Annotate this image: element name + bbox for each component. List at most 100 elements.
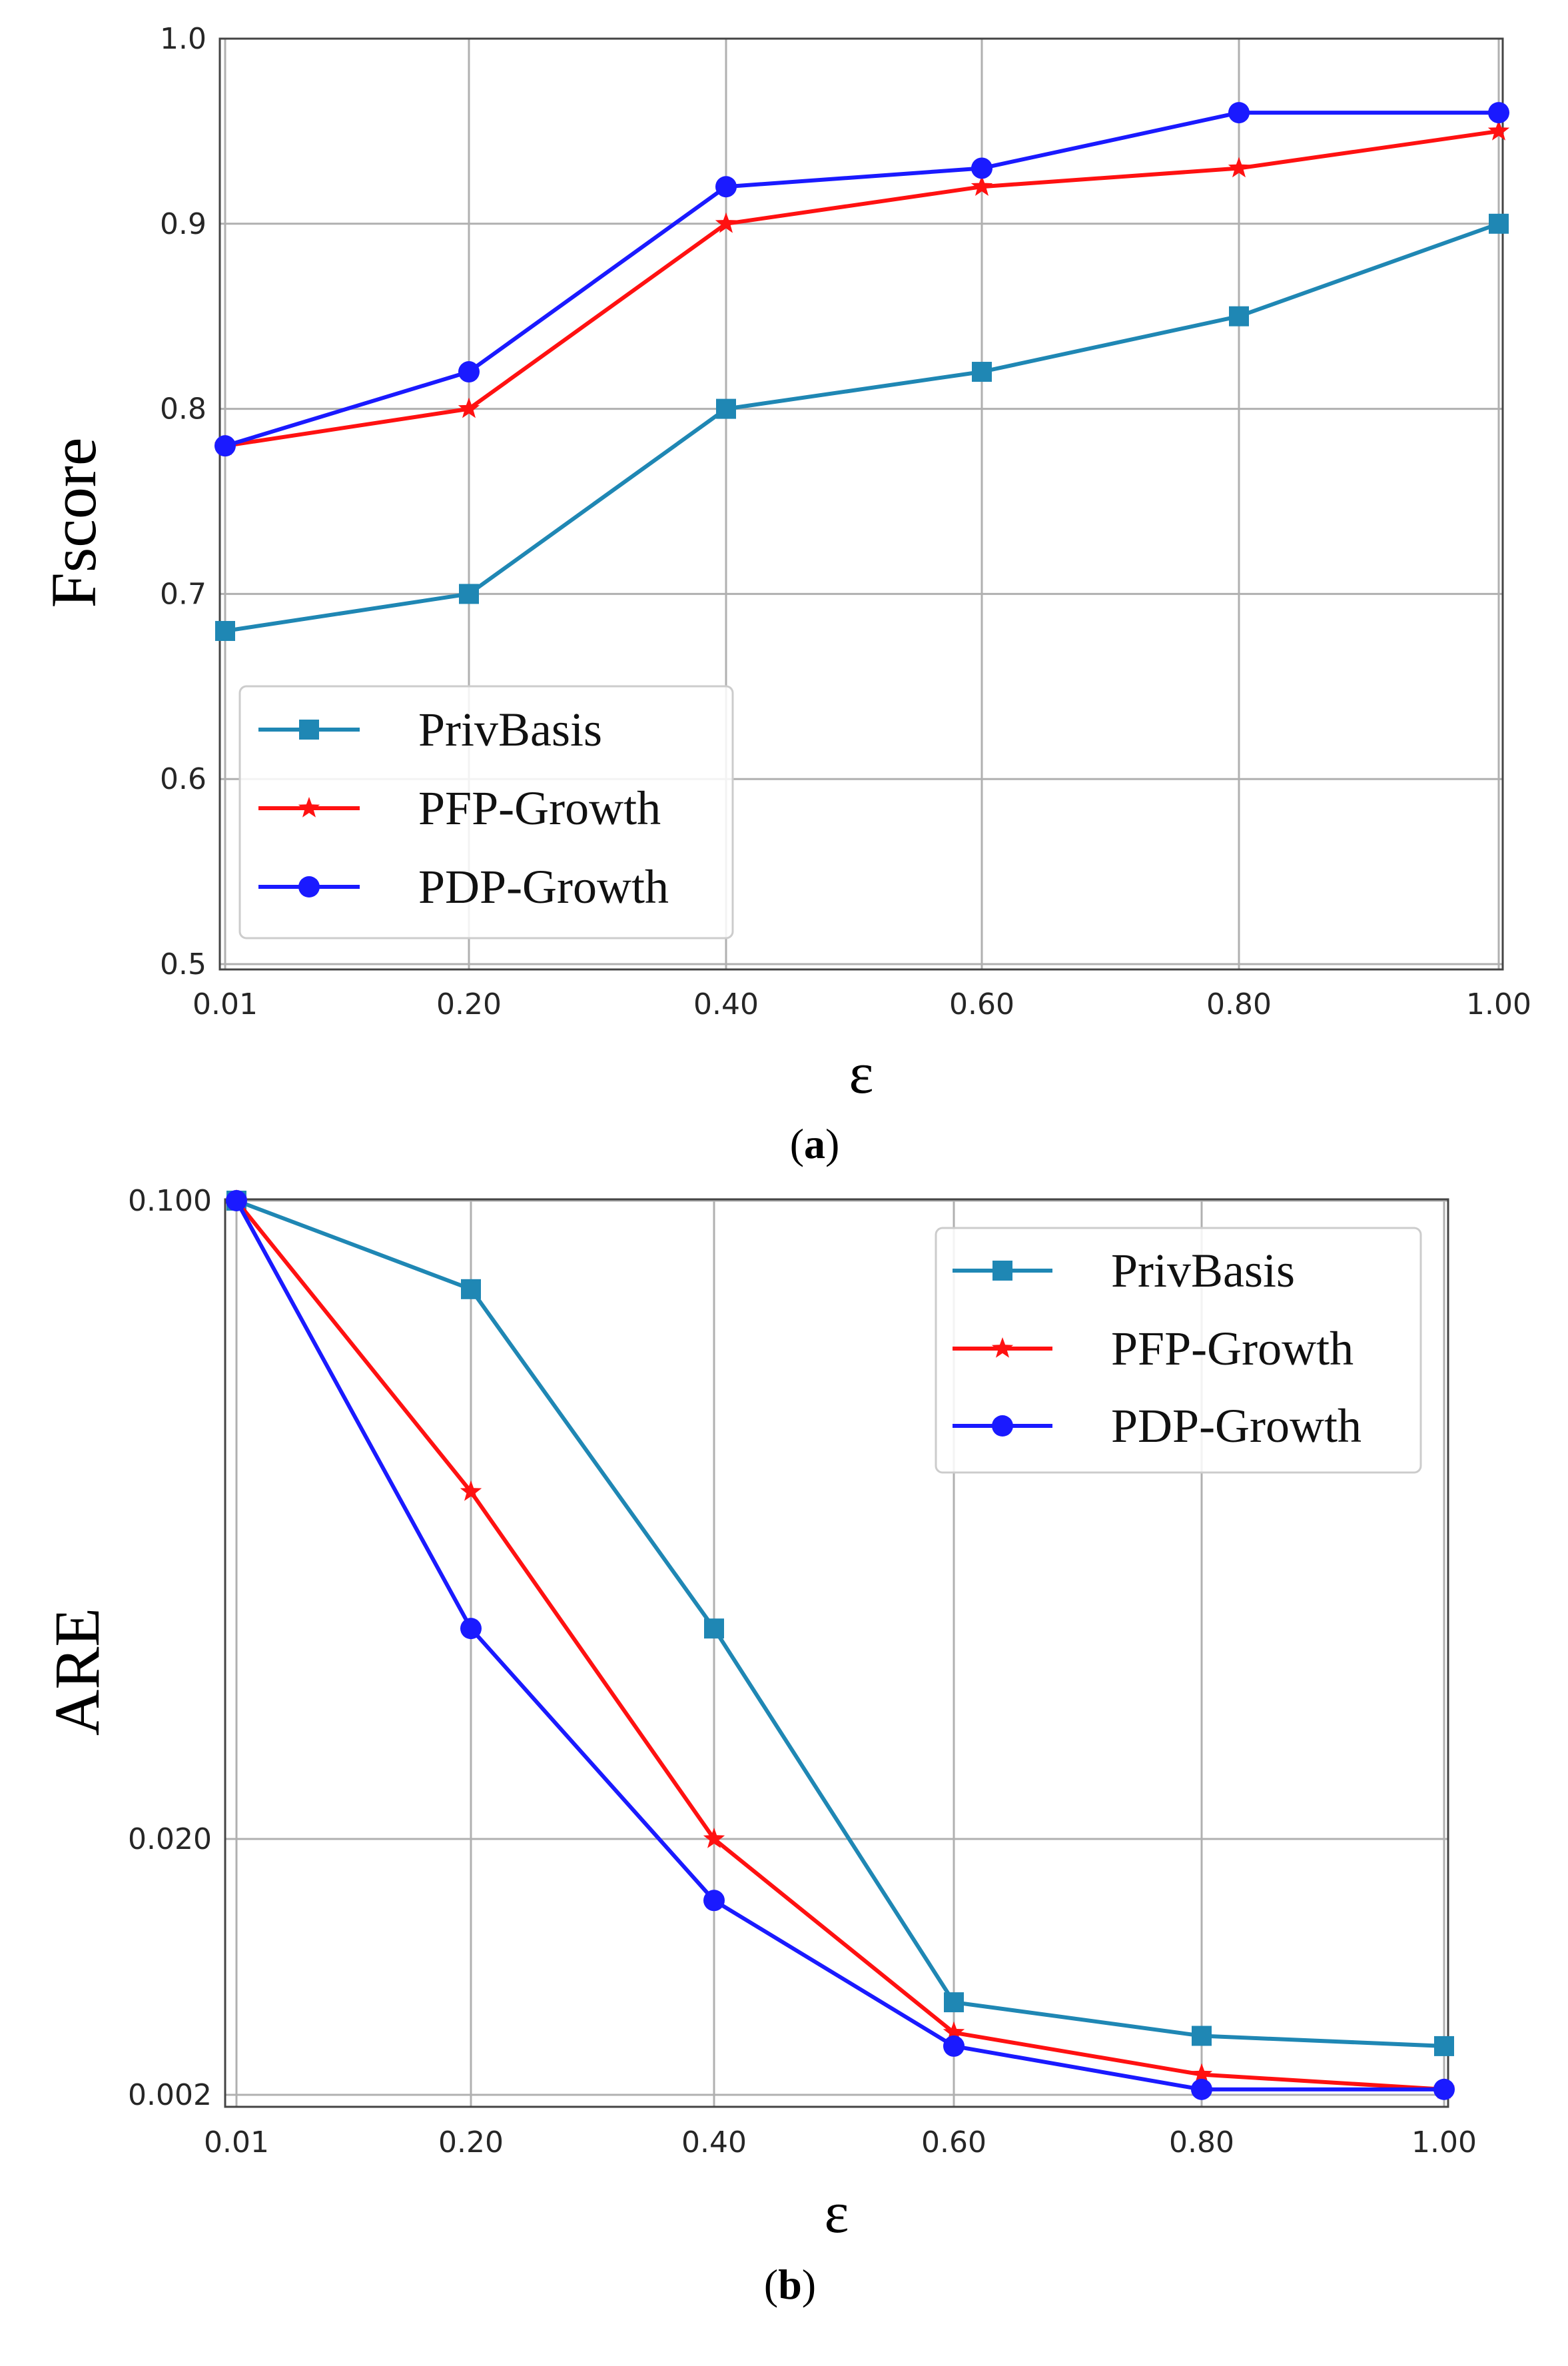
legend-swatch-marker (298, 797, 320, 818)
series-line (234, 1199, 1445, 2091)
plot-frame (218, 37, 1504, 971)
data-point (715, 176, 737, 198)
legend: PrivBasis PFP-Growth PDP-Growth (935, 1227, 1422, 1474)
legend-label: PrivBasis (418, 703, 602, 756)
x-tick-label: 0.20 (438, 2125, 504, 2159)
series-line (224, 221, 1500, 633)
data-point (458, 361, 480, 383)
legend-label: PFP-Growth (1111, 1322, 1354, 1375)
caption-letter: b (778, 2261, 802, 2308)
caption-open: ( (764, 2261, 778, 2308)
y-tick-label: 0.002 (128, 2078, 212, 2112)
data-point (1433, 2078, 1455, 2100)
legend-swatch-marker (992, 1261, 1012, 1281)
data-point (458, 397, 480, 418)
figure-caption: (b) (764, 2261, 816, 2308)
data-point (943, 2035, 965, 2057)
data-point (1488, 102, 1509, 124)
caption-close: ) (825, 1120, 839, 1167)
y-axis-label: ARE (41, 1608, 113, 1736)
caption-open: ( (790, 1120, 804, 1167)
legend-box (238, 685, 734, 939)
data-point (704, 1618, 724, 1639)
legend-label: PDP-Growth (1111, 1399, 1362, 1453)
data-point (1489, 213, 1509, 234)
x-axis-label: ε (849, 1041, 874, 1106)
x-tick-label: 0.60 (949, 987, 1014, 1021)
data-point (971, 157, 992, 179)
legend-swatch-marker (991, 1337, 1014, 1358)
data-point (460, 1480, 482, 1501)
series-line (224, 129, 1499, 448)
data-point (703, 1890, 725, 1912)
data-point (943, 2021, 965, 2042)
data-point (715, 212, 737, 233)
series-pdp-growth (226, 1190, 1455, 2100)
x-axis-label: ε (825, 2181, 849, 2245)
x-tick-label: 1.00 (1466, 987, 1531, 1021)
y-tick-label: 0.8 (160, 392, 206, 426)
data-point (703, 1828, 725, 1848)
data-point (226, 1190, 247, 1211)
data-point (214, 435, 236, 457)
x-tick-label: 0.40 (693, 987, 759, 1021)
legend-swatch-marker (299, 720, 319, 740)
data-point (1191, 2078, 1212, 2100)
legend-item: PrivBasis (258, 703, 602, 756)
data-point (1487, 119, 1510, 141)
series-privbasis (215, 213, 1509, 641)
x-tick-label: 0.20 (436, 987, 502, 1021)
series-line (235, 1199, 1445, 2048)
data-point (1228, 102, 1250, 124)
x-tick-label: 0.01 (193, 987, 258, 1021)
x-tick-label: 0.40 (681, 2125, 747, 2159)
x-tick-label: 0.60 (921, 2125, 986, 2159)
legend-item: PrivBasis (953, 1244, 1295, 1297)
y-tick-label: 0.5 (160, 947, 206, 981)
y-axis-label: Fscore (38, 438, 109, 608)
legend-item: PFP-Growth (258, 782, 661, 835)
y-tick-label: 0.6 (160, 762, 206, 796)
chart-b: 0.01 0.20 0.40 0.60 0.80 1.00 0.002 0.020 0.100 A… (41, 1184, 1477, 2308)
x-tick-label: 1.00 (1411, 2125, 1477, 2159)
series-pdp-growth (214, 102, 1509, 457)
x-tick-label: 0.80 (1206, 987, 1272, 1021)
data-point (1192, 2026, 1212, 2046)
legend-item: PFP-Growth (953, 1322, 1354, 1375)
data-point (1229, 306, 1249, 326)
y-tick-label: 0.100 (128, 1184, 212, 1218)
legend-swatch-marker (992, 1415, 1013, 1437)
series-line (234, 1199, 1444, 2091)
caption-letter: a (804, 1120, 825, 1167)
data-point (1190, 2063, 1213, 2084)
data-point (944, 1992, 964, 2013)
data-point (972, 362, 992, 382)
legend: PrivBasis PFP-Growth PDP-Growth (238, 685, 734, 939)
data-point (971, 175, 993, 196)
legend-item: PDP-Growth (953, 1399, 1362, 1453)
series-line (224, 111, 1499, 448)
data-point (1434, 2036, 1454, 2056)
y-tick-label: 0.7 (160, 577, 206, 611)
plot-frame (224, 1198, 1449, 2108)
data-point (459, 584, 479, 604)
figure-caption: (a) (790, 1120, 840, 1167)
data-point (460, 1618, 482, 1640)
chart-a: 0.01 0.20 0.40 0.60 0.80 1.00 0.5 0.6 0.7 0.8 0.9 1… (38, 22, 1531, 1167)
data-point (1228, 157, 1250, 178)
gridlines (225, 1199, 1448, 2107)
y-tick-label: 1.0 (160, 22, 206, 56)
caption-close: ) (802, 2261, 816, 2308)
legend-label: PrivBasis (1111, 1244, 1295, 1297)
legend-item: PDP-Growth (258, 860, 669, 913)
y-tick-label: 0.9 (160, 207, 206, 241)
legend-box (935, 1227, 1422, 1474)
data-point (461, 1279, 481, 1299)
legend-swatch-marker (298, 876, 320, 897)
x-tick-label: 0.80 (1169, 2125, 1234, 2159)
legend-label: PDP-Growth (418, 860, 669, 913)
data-point (716, 398, 736, 419)
x-tick-label: 0.01 (204, 2125, 269, 2159)
data-point (215, 620, 235, 641)
